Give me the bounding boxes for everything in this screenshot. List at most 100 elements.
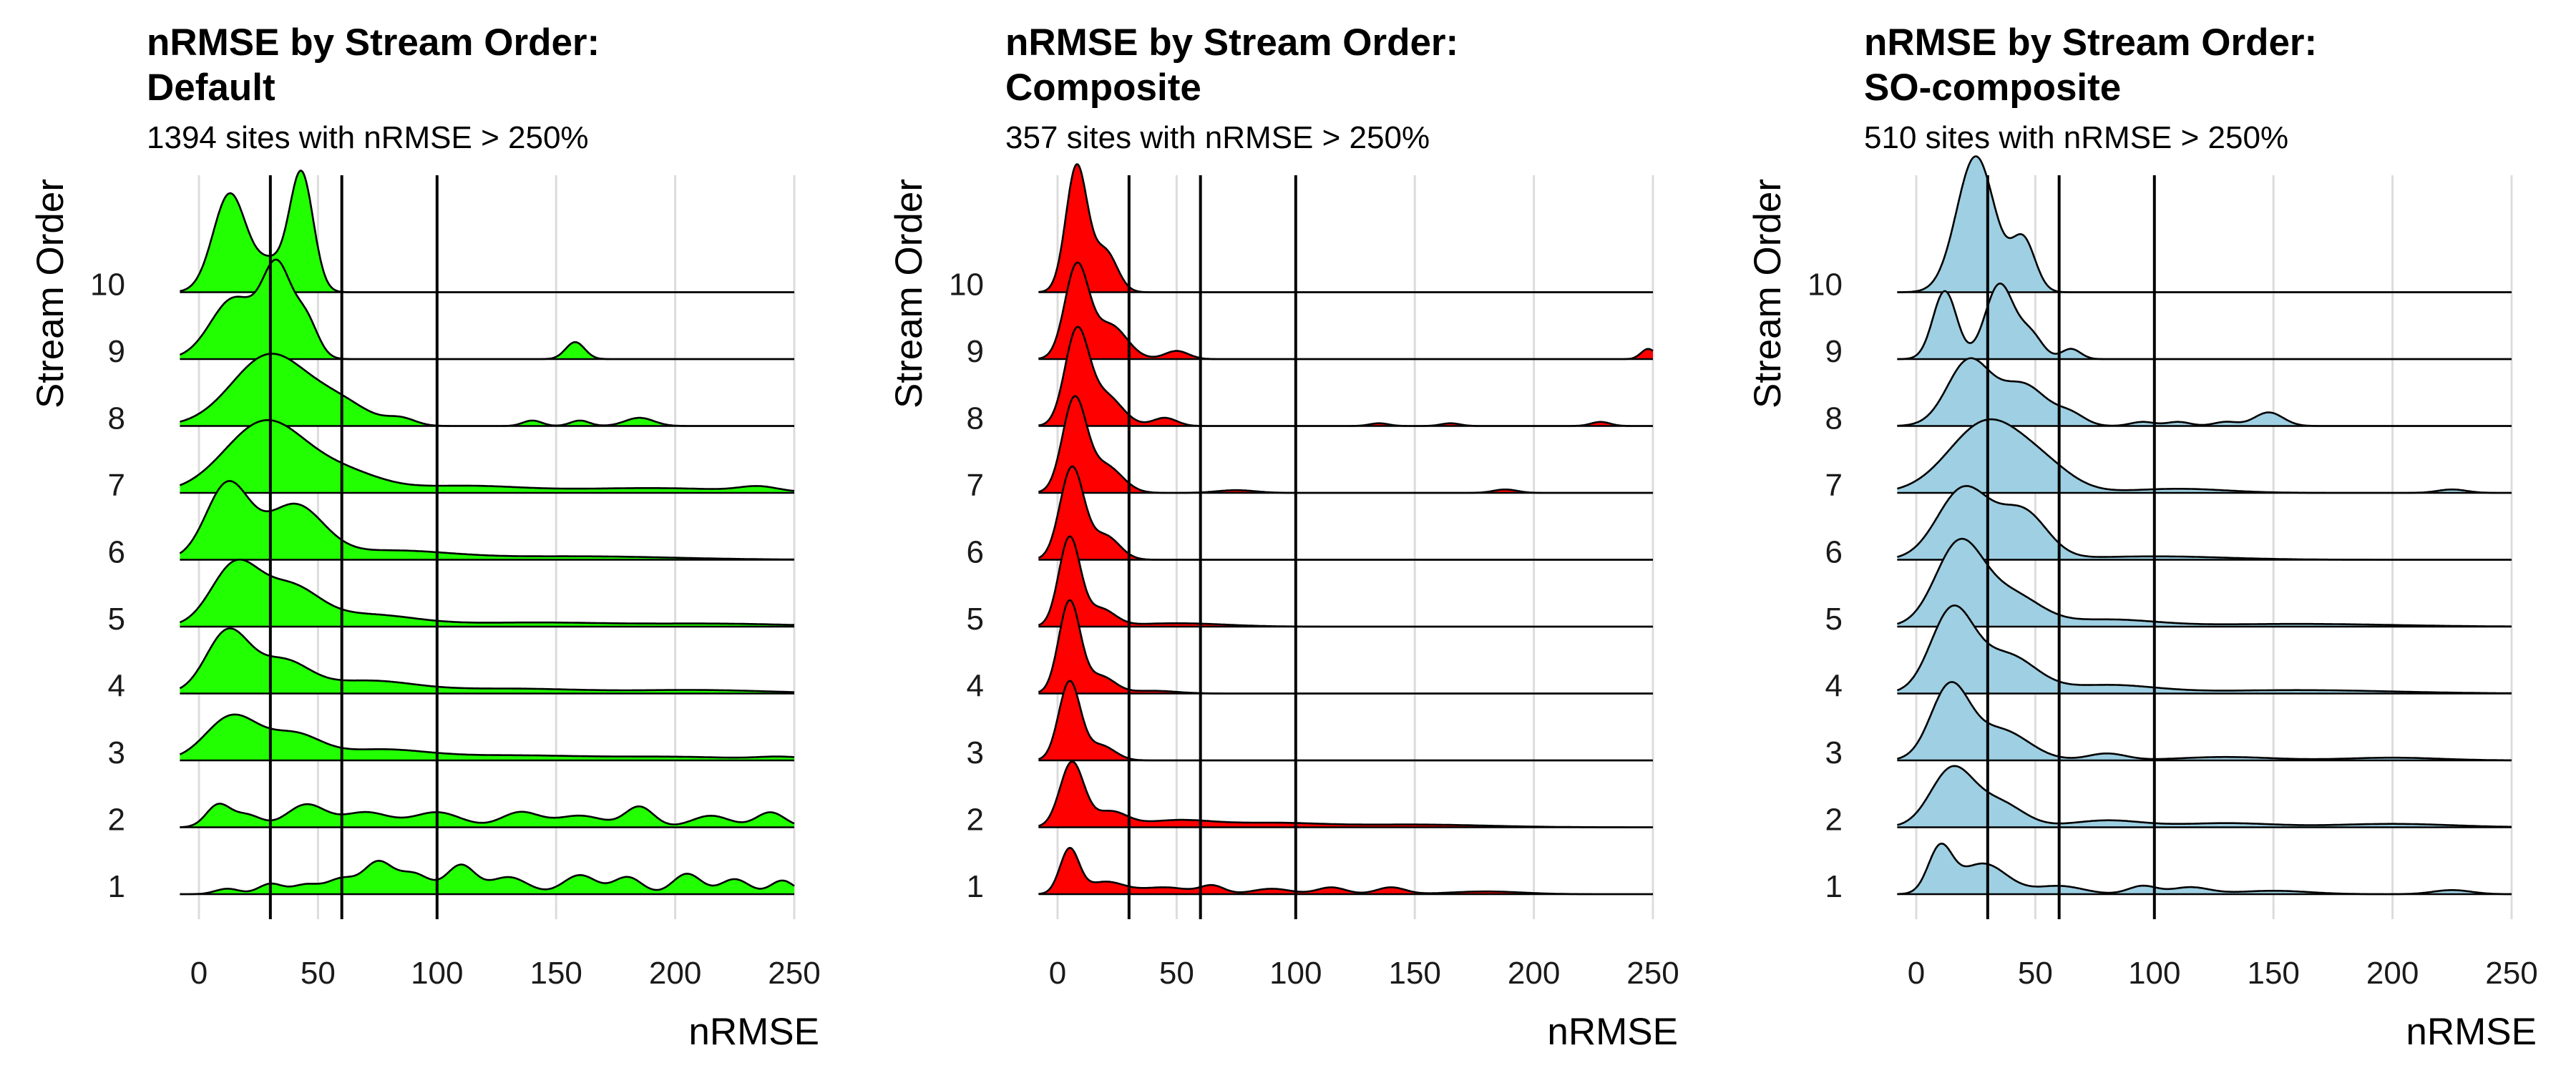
y-tick-label: 2 — [1825, 803, 1843, 838]
y-tick-label: 1 — [967, 869, 984, 904]
x-axis-title: nRMSE — [688, 1011, 819, 1053]
y-tick-label: 5 — [1825, 602, 1843, 637]
ridge-series-7 — [179, 419, 795, 494]
ridge-series-6 — [179, 480, 794, 561]
ridge-series-10 — [1897, 155, 2512, 293]
x-tick-label: 250 — [768, 956, 820, 991]
ridge-area — [1897, 843, 2512, 894]
ridge-area — [180, 628, 794, 694]
x-axis-title: nRMSE — [1547, 1011, 1678, 1053]
ridge-area — [1038, 164, 1653, 293]
ridge-series-5 — [179, 559, 795, 628]
ridge-area — [180, 803, 794, 828]
ridge-area — [1038, 326, 1653, 426]
ridge-area — [1897, 358, 2512, 426]
y-tick-label: 4 — [967, 669, 984, 704]
ridge-series-6 — [1897, 485, 2512, 561]
y-tick-label: 7 — [108, 468, 125, 503]
ridge-area — [180, 481, 794, 560]
ridge-series-2 — [180, 803, 795, 828]
x-tick-label: 200 — [2366, 956, 2419, 991]
x-tick-label: 0 — [1908, 956, 1925, 991]
ridge-series-8 — [1897, 357, 2512, 427]
ridge-line — [179, 480, 794, 561]
ridge-area — [1897, 486, 2512, 560]
y-tick-label: 4 — [1825, 669, 1843, 704]
ridge-series-9 — [179, 258, 794, 361]
ridge-series-3 — [1038, 680, 1653, 762]
ridge-series-2 — [1038, 760, 1653, 828]
panel-subtitle: 357 sites with nRMSE > 250% — [1005, 120, 1430, 155]
ridge-area — [1038, 680, 1653, 760]
y-tick-label: 2 — [108, 803, 125, 838]
panel-subtitle: 510 sites with nRMSE > 250% — [1864, 120, 2289, 155]
ridge-line — [179, 713, 795, 759]
ridge-area — [180, 353, 794, 426]
x-tick-label: 100 — [2128, 956, 2180, 991]
chart-panel-so-composite: nRMSE by Stream Order: SO-composite 510 … — [1717, 0, 2576, 1073]
ridge-line — [180, 860, 795, 896]
x-tick-label: 250 — [1626, 956, 1679, 991]
y-tick-label: 5 — [967, 602, 984, 637]
ridge-series-7 — [1038, 395, 1653, 494]
y-tick-label: 8 — [108, 401, 125, 436]
chart-panel-composite: nRMSE by Stream Order: Composite 357 sit… — [859, 0, 1717, 1073]
y-tick-label: 3 — [108, 735, 125, 770]
x-tick-label: 50 — [301, 956, 336, 991]
ridge-line — [1038, 847, 1653, 896]
ridge-line — [179, 627, 794, 693]
panel-title: nRMSE by Stream Order: Composite — [1005, 21, 1459, 109]
x-tick-label: 150 — [530, 956, 582, 991]
x-tick-label: 50 — [1159, 956, 1194, 991]
ridge-area — [1897, 283, 2512, 359]
y-tick-label: 2 — [967, 803, 984, 838]
y-tick-label: 3 — [967, 735, 984, 770]
reference-lines — [1127, 175, 1297, 919]
panel-title: nRMSE by Stream Order: Default — [147, 21, 600, 109]
ridges — [179, 170, 795, 896]
ridge-area — [1897, 419, 2512, 493]
x-tick-label: 150 — [2247, 956, 2299, 991]
ridge-line — [1897, 681, 2512, 762]
y-tick-label: 9 — [967, 334, 984, 369]
ridge-line — [1038, 395, 1653, 494]
ridge-series-7 — [1897, 418, 2512, 494]
ridge-series-4 — [179, 627, 794, 695]
y-tick-label: 3 — [1825, 735, 1843, 770]
y-tick-label: 10 — [949, 268, 984, 303]
y-tick-label: 9 — [108, 334, 125, 369]
ridge-series-9 — [1897, 283, 2512, 361]
ridge-series-1 — [1897, 843, 2512, 896]
ridge-series-2 — [1897, 765, 2512, 828]
y-tick-label: 8 — [1825, 401, 1843, 436]
y-tick-label: 6 — [108, 535, 125, 570]
ridge-series-1 — [1038, 847, 1653, 896]
ridge-series-4 — [1038, 599, 1653, 695]
ridge-series-3 — [179, 713, 795, 762]
ridge-area — [180, 259, 794, 359]
ridge-line — [179, 559, 795, 626]
ridge-line — [1038, 325, 1653, 427]
x-tick-label: 200 — [1508, 956, 1560, 991]
y-tick-label: 9 — [1825, 334, 1843, 369]
ridge-line — [1038, 261, 1654, 361]
panel-subtitle: 1394 sites with nRMSE > 250% — [147, 120, 589, 155]
y-tick-label: 1 — [108, 869, 125, 904]
y-tick-label: 6 — [1825, 535, 1843, 570]
x-tick-label: 200 — [649, 956, 701, 991]
y-tick-label: 1 — [1825, 869, 1843, 904]
ridge-area — [1038, 848, 1653, 894]
ridge-area — [180, 714, 794, 760]
y-tick-label: 10 — [1807, 268, 1843, 303]
ridge-area — [180, 559, 794, 627]
y-tick-label: 5 — [108, 602, 125, 637]
ridge-line — [180, 803, 795, 828]
reference-lines — [268, 175, 439, 919]
ridge-line — [1038, 599, 1653, 695]
ridge-area — [1038, 600, 1653, 694]
y-tick-label: 8 — [967, 401, 984, 436]
y-tick-label: 10 — [90, 268, 125, 303]
ridge-series-8 — [180, 353, 794, 427]
